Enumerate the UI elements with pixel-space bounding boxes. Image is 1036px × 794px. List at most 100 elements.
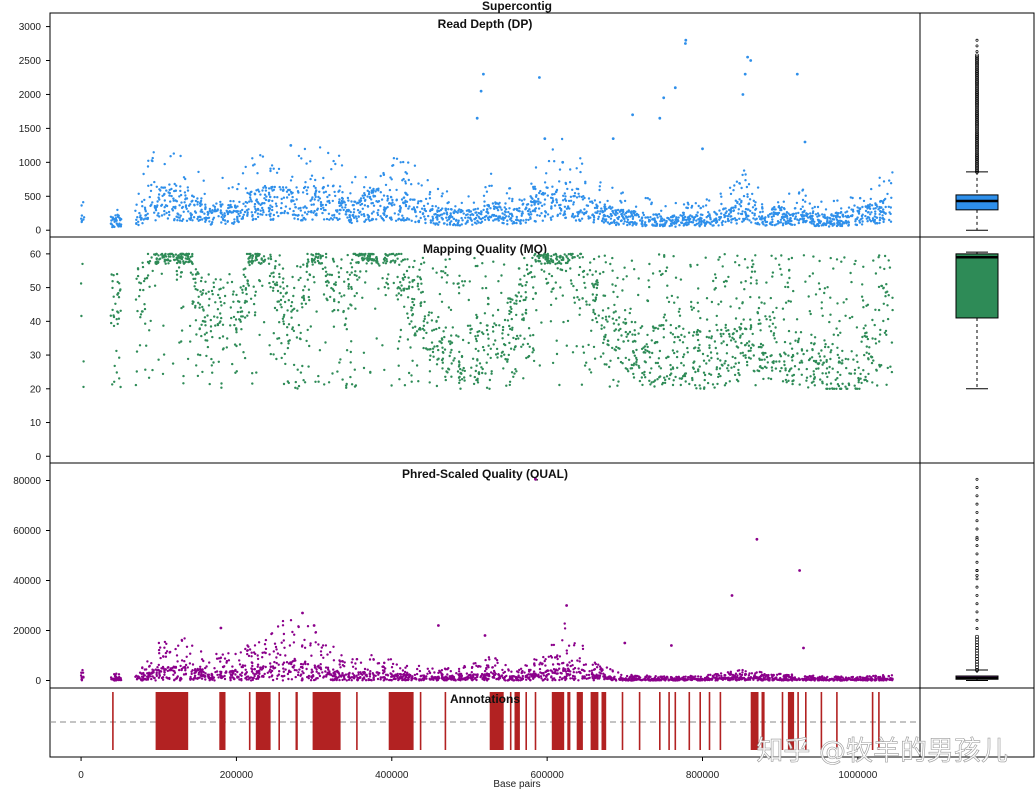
- qual-y-tick-label: 60000: [13, 526, 41, 537]
- mq-point: [792, 379, 795, 382]
- mq-point: [423, 329, 426, 332]
- dp-point: [651, 223, 654, 226]
- mq-point: [318, 349, 322, 352]
- mq-point: [435, 320, 438, 323]
- mq-point: [413, 298, 416, 301]
- mq-point: [197, 301, 200, 304]
- mq-point: [377, 262, 380, 265]
- mq-point: [416, 275, 419, 278]
- mq-point: [595, 280, 598, 283]
- mq-point: [160, 272, 163, 275]
- mq-point: [719, 332, 722, 336]
- mq-point: [837, 361, 841, 364]
- dp-point: [626, 220, 629, 224]
- dp-point: [497, 202, 500, 206]
- mq-point: [760, 346, 763, 349]
- mq-point: [544, 258, 547, 261]
- mq-point: [521, 284, 524, 288]
- dp-outlier: [975, 145, 979, 149]
- mq-point: [723, 285, 727, 288]
- mq-point: [191, 273, 194, 276]
- dp-point: [474, 208, 477, 211]
- mq-point: [175, 278, 179, 281]
- dp-point: [267, 191, 271, 194]
- dp-point: [389, 176, 392, 179]
- mq-point: [891, 308, 894, 312]
- mq-point: [288, 339, 291, 342]
- mq-point: [609, 359, 612, 362]
- dp-point: [160, 186, 163, 189]
- dp-point: [631, 224, 634, 227]
- mq-point: [245, 292, 248, 296]
- mq-point: [345, 386, 348, 389]
- mq-point: [512, 375, 515, 378]
- dp-point: [256, 215, 260, 219]
- mq-point: [134, 298, 138, 301]
- mq-point: [769, 330, 773, 333]
- mq-point: [698, 365, 701, 368]
- dp-point: [479, 221, 482, 225]
- mq-point: [617, 329, 621, 332]
- dp-outlier: [975, 118, 979, 123]
- dp-point: [623, 199, 627, 203]
- mq-point: [162, 324, 165, 327]
- dp-point: [830, 214, 833, 217]
- mq-point: [180, 340, 183, 343]
- dp-outlier: [975, 101, 979, 106]
- dp-point: [539, 189, 542, 193]
- mq-point: [470, 366, 473, 369]
- mq-point: [860, 381, 863, 385]
- mq-point: [234, 318, 238, 321]
- mq-point: [831, 342, 834, 346]
- mq-point: [676, 335, 679, 339]
- mq-point: [753, 270, 757, 273]
- dp-y-tick-label: 2500: [19, 56, 42, 67]
- dp-point: [537, 197, 540, 201]
- dp-point: [249, 198, 252, 201]
- dp-point: [285, 186, 288, 189]
- dp-point: [504, 208, 508, 211]
- mq-point: [396, 298, 400, 301]
- dp-point: [660, 217, 664, 220]
- dp-point: [830, 220, 833, 223]
- mq-point: [195, 333, 198, 336]
- mq-point: [155, 257, 158, 260]
- mq-point: [502, 263, 506, 266]
- mq-point: [217, 293, 220, 297]
- mq-point: [569, 267, 572, 270]
- mq-point: [440, 276, 444, 279]
- mq-point: [282, 322, 286, 326]
- mq-point: [441, 346, 444, 349]
- mq-point: [603, 326, 606, 329]
- mq-point: [292, 363, 296, 367]
- dp-point: [324, 190, 328, 193]
- dp-point: [221, 176, 224, 180]
- dp-point: [405, 192, 408, 195]
- dp-point: [630, 212, 633, 216]
- mq-point: [232, 290, 235, 293]
- mq-point: [509, 300, 512, 304]
- mq-point: [859, 372, 862, 376]
- mq-point: [781, 307, 785, 310]
- dp-point: [764, 220, 767, 224]
- mq-point: [757, 322, 760, 326]
- mq-point: [723, 384, 727, 387]
- dp-point: [703, 222, 707, 225]
- mq-point: [506, 360, 509, 363]
- dp-point: [634, 210, 637, 213]
- dp-point: [198, 218, 202, 222]
- dp-point: [172, 197, 175, 200]
- mq-point: [798, 361, 802, 364]
- mq-point: [607, 307, 610, 310]
- mq-point: [836, 334, 840, 337]
- mq-point: [385, 260, 389, 263]
- dp-point: [429, 209, 432, 213]
- dp-point: [452, 217, 455, 220]
- mq-point: [210, 289, 214, 293]
- mq-point: [554, 262, 557, 266]
- dp-point: [675, 217, 678, 221]
- mq-point: [710, 300, 714, 304]
- mq-point: [474, 369, 477, 373]
- dp-point: [264, 189, 268, 192]
